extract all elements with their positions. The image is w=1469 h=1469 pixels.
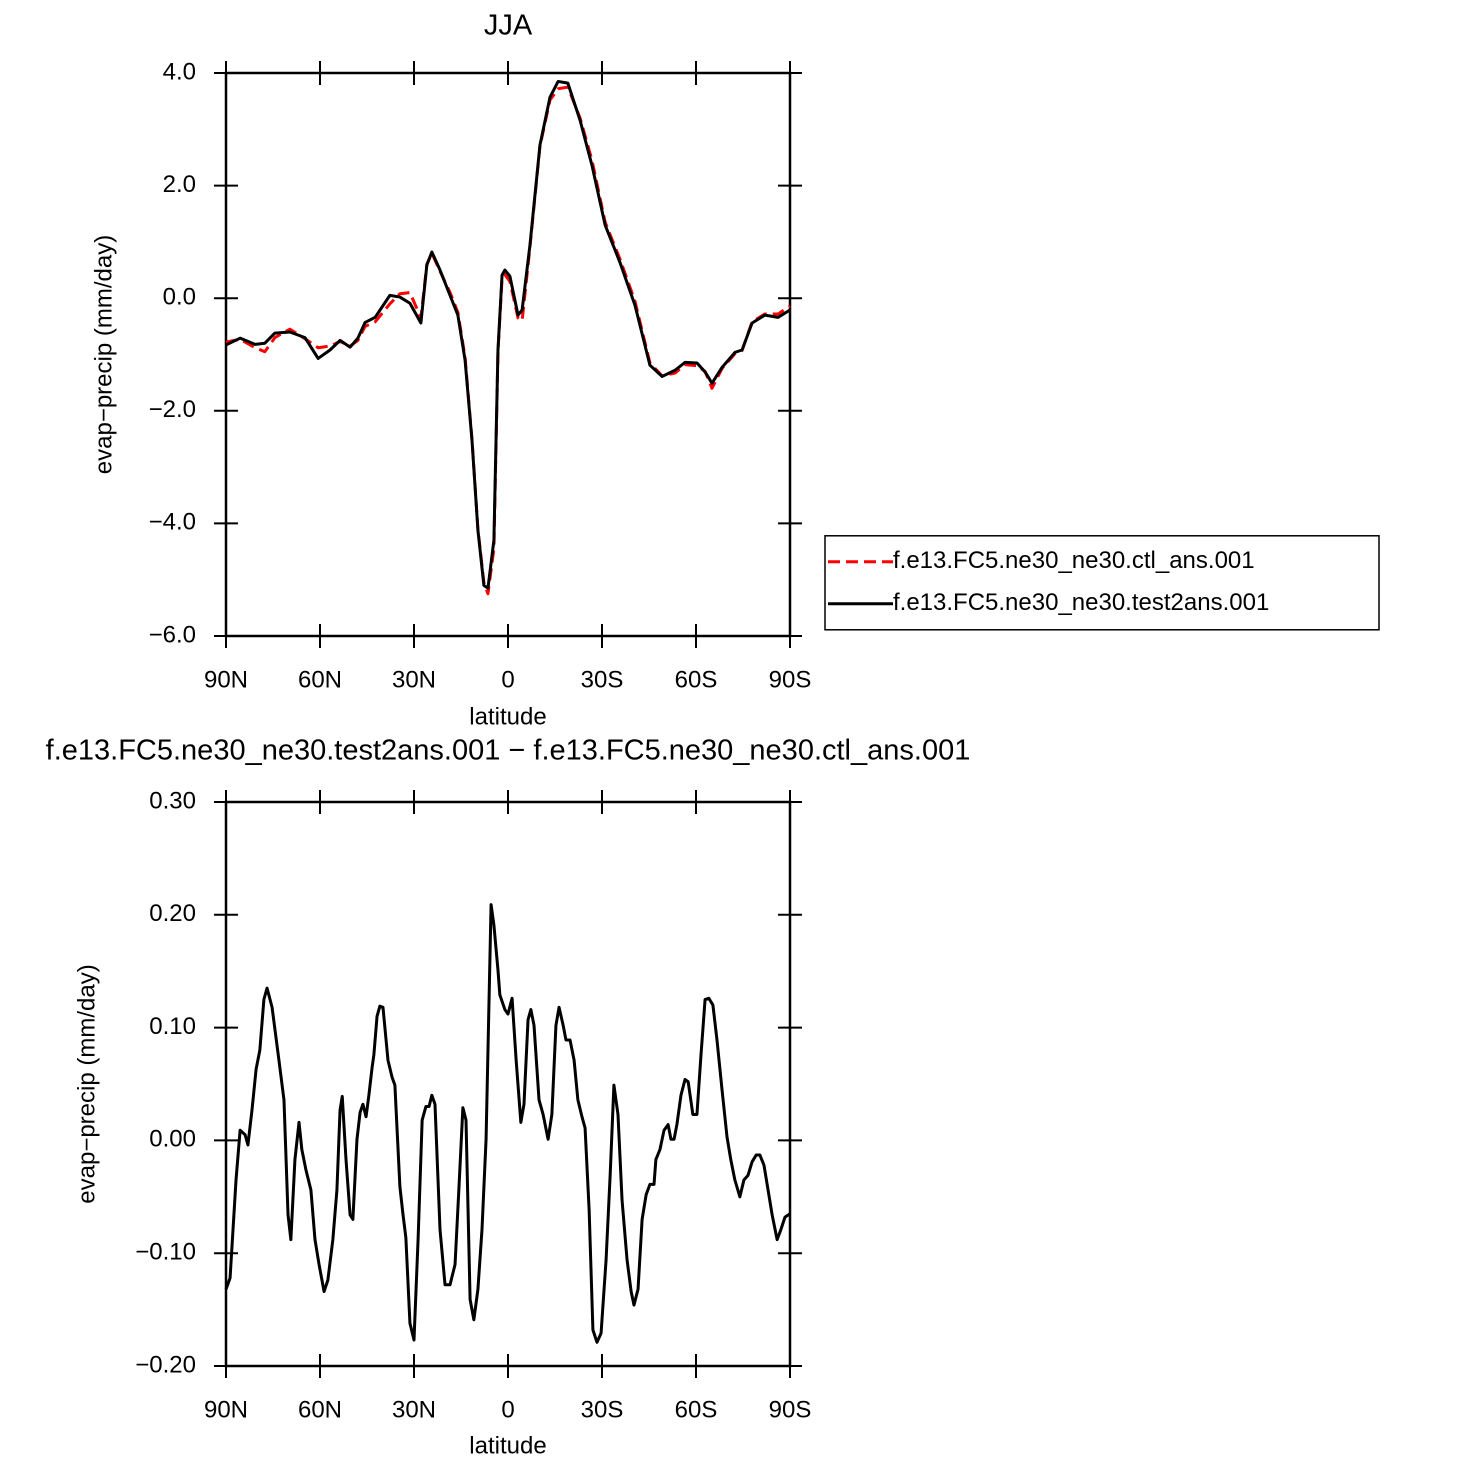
chart-title: JJA — [484, 10, 533, 42]
x-tick-label: 90N — [204, 1396, 248, 1423]
x-axis-label: latitude — [469, 703, 546, 730]
y-tick-label: −4.0 — [149, 509, 196, 536]
y-tick-label: 0.0 — [163, 284, 196, 311]
x-tick-label: 30N — [392, 1396, 436, 1423]
y-tick-label: −2.0 — [149, 396, 196, 423]
y-tick-label: −0.10 — [135, 1239, 196, 1266]
data-line — [224, 903, 791, 1344]
y-axis-label: evap−precip (mm/day) — [90, 235, 117, 474]
x-tick-label: 60N — [298, 666, 342, 693]
x-tick-label: 60S — [675, 1396, 718, 1423]
x-tick-label: 90S — [769, 666, 812, 693]
legend-label: f.e13.FC5.ne30_ne30.ctl_ans.001 — [893, 547, 1255, 574]
x-tick-label: 30N — [392, 666, 436, 693]
data-line — [225, 79, 791, 590]
x-tick-label: 0 — [501, 1396, 514, 1423]
x-tick-label: 60S — [675, 666, 718, 693]
y-tick-label: 0.10 — [149, 1013, 196, 1040]
y-tick-label: 0.00 — [149, 1126, 196, 1153]
y-tick-label: 2.0 — [163, 171, 196, 198]
y-tick-label: −0.20 — [135, 1351, 196, 1378]
y-tick-label: 4.0 — [163, 58, 196, 85]
legend-label: f.e13.FC5.ne30_ne30.test2ans.001 — [893, 589, 1269, 616]
y-tick-label: 0.20 — [149, 900, 196, 927]
plot-frame — [224, 800, 792, 1368]
x-tick-label: 30S — [581, 666, 624, 693]
y-tick-label: 0.30 — [149, 787, 196, 814]
x-tick-label: 90S — [769, 1396, 812, 1423]
plot-frame — [224, 71, 792, 638]
legend-box — [824, 535, 1380, 631]
x-tick-label: 60N — [298, 1396, 342, 1423]
x-tick-label: 0 — [501, 666, 514, 693]
x-axis-label: latitude — [469, 1432, 546, 1459]
data-line — [225, 85, 791, 596]
y-axis-label: evap−precip (mm/day) — [73, 964, 100, 1203]
y-tick-label: −6.0 — [149, 621, 196, 648]
chart-title: f.e13.FC5.ne30_ne30.test2ans.001 − f.e13… — [46, 735, 971, 767]
x-tick-label: 30S — [581, 1396, 624, 1423]
x-tick-label: 90N — [204, 666, 248, 693]
